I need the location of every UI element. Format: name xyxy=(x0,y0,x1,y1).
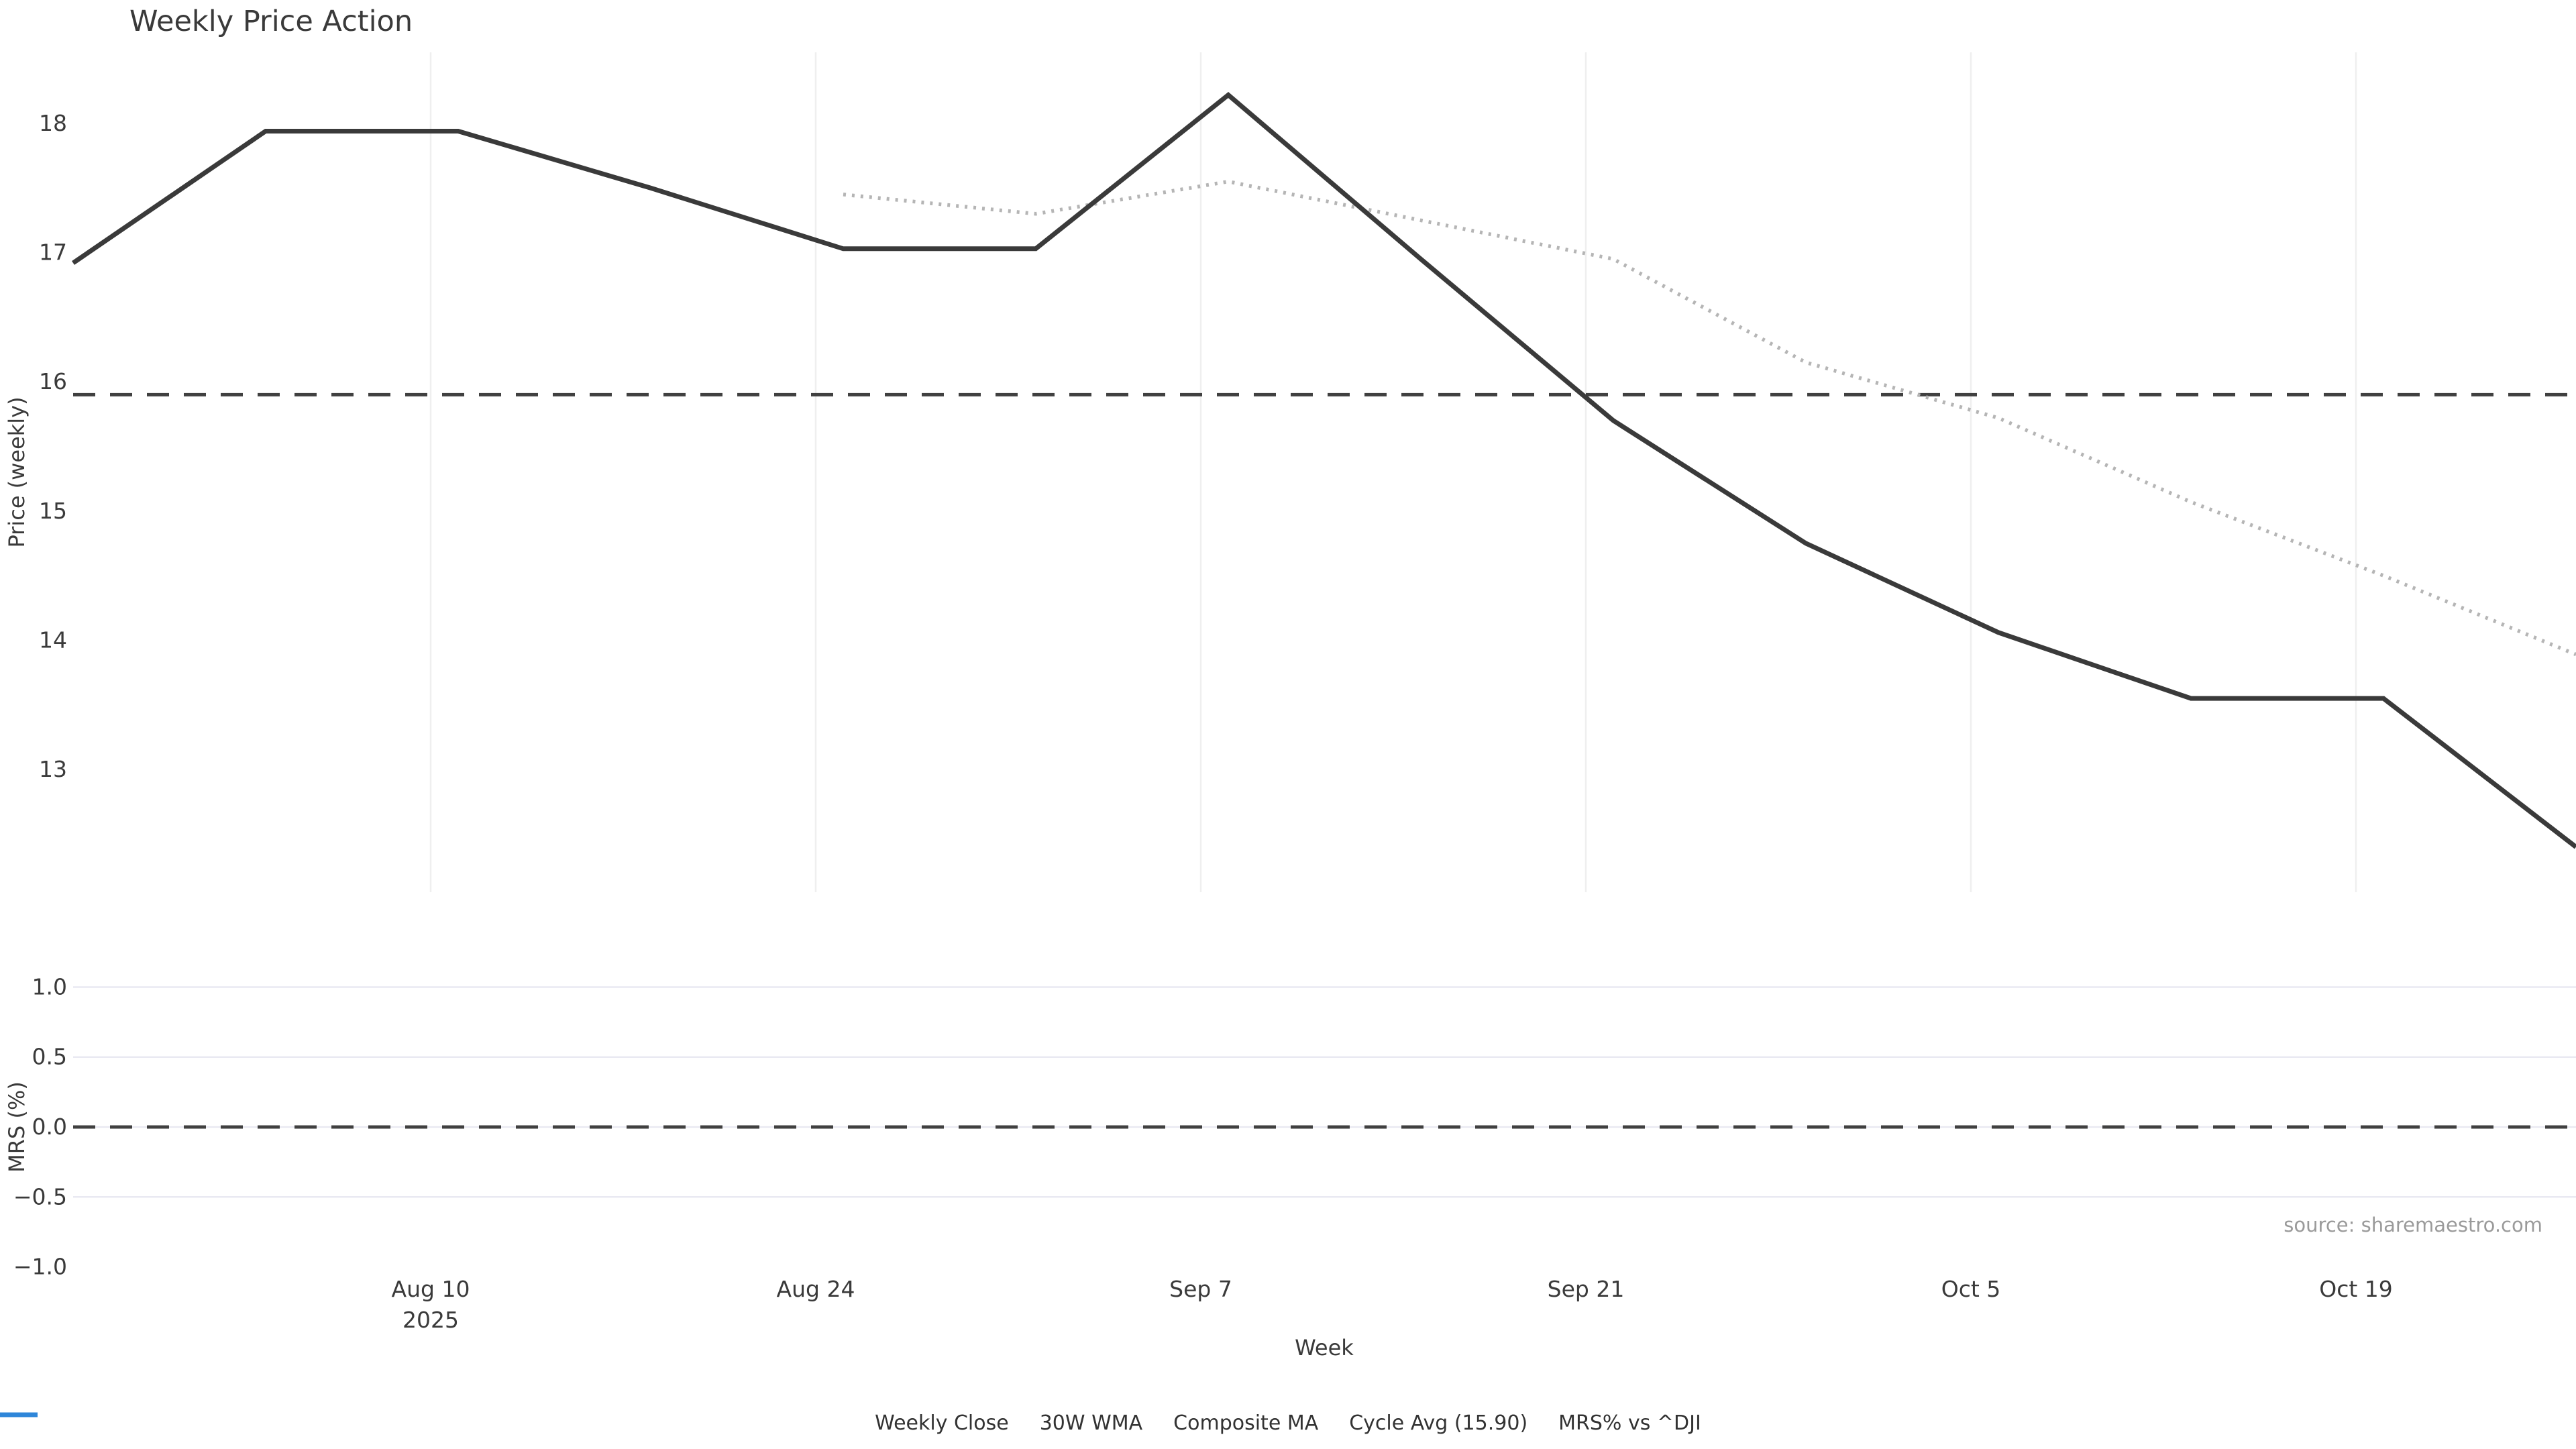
y-tick-label: 18 xyxy=(39,110,67,136)
y-tick-label: 17 xyxy=(39,239,67,266)
legend-item: Composite MA xyxy=(0,1411,1319,1435)
legend-label: 30W WMA xyxy=(1039,1411,1143,1435)
legend-item: Weekly Close xyxy=(0,1411,1009,1435)
mrs-y-axis-label: MRS (%) xyxy=(4,1081,30,1173)
y-tick-label: 14 xyxy=(39,627,67,653)
legend-item: 30W WMA xyxy=(0,1411,1143,1435)
x-tick-sublabel: 2025 xyxy=(402,1307,459,1333)
x-tick-label: Aug 10 xyxy=(392,1276,470,1302)
x-tick-label: Oct 19 xyxy=(2319,1276,2393,1302)
x-tick-label: Oct 5 xyxy=(1941,1276,2001,1302)
x-tick-label: Sep 7 xyxy=(1169,1276,1232,1302)
x-tick-label: Sep 21 xyxy=(1548,1276,1625,1302)
y-tick-label: 16 xyxy=(39,368,67,394)
y-tick-label: −1.0 xyxy=(13,1254,67,1280)
legend-label: Composite MA xyxy=(1173,1411,1319,1435)
x-tick-label: Aug 24 xyxy=(777,1276,855,1302)
weekly-close-line xyxy=(72,92,2576,849)
legend-label: Cycle Avg (15.90) xyxy=(1349,1411,1528,1435)
x-axis-label: Week xyxy=(1295,1335,1354,1360)
legend-label: Weekly Close xyxy=(875,1411,1009,1435)
y-tick-label: 13 xyxy=(39,756,67,782)
legend: Weekly Close 30W WMA Composite MA Cycle Avg… xyxy=(0,1411,2576,1435)
y-tick-label: 1.0 xyxy=(32,973,67,1000)
legend-item: MRS% vs ^DJI xyxy=(0,1411,1701,1435)
y-tick-label: 0.0 xyxy=(32,1114,67,1140)
composite-ma-line xyxy=(843,179,2576,657)
legend-swatch-solid xyxy=(0,1412,38,1417)
y-tick-label: −0.5 xyxy=(13,1183,67,1210)
y-tick-label: 15 xyxy=(39,498,67,524)
source-note: source: sharemaestro.com xyxy=(2284,1214,2542,1236)
chart-title: Weekly Price Action xyxy=(129,5,413,38)
legend-item: Cycle Avg (15.90) xyxy=(0,1411,1528,1435)
y-tick-label: 0.5 xyxy=(32,1044,67,1070)
price-y-axis-label: Price (weekly) xyxy=(4,396,30,547)
legend-label: MRS% vs ^DJI xyxy=(1558,1411,1701,1435)
render-layer: 18 17 16 15 14 13 Aug 10 2025 Aug 24 Sep 7 Sep 21 O… xyxy=(13,52,2576,1333)
